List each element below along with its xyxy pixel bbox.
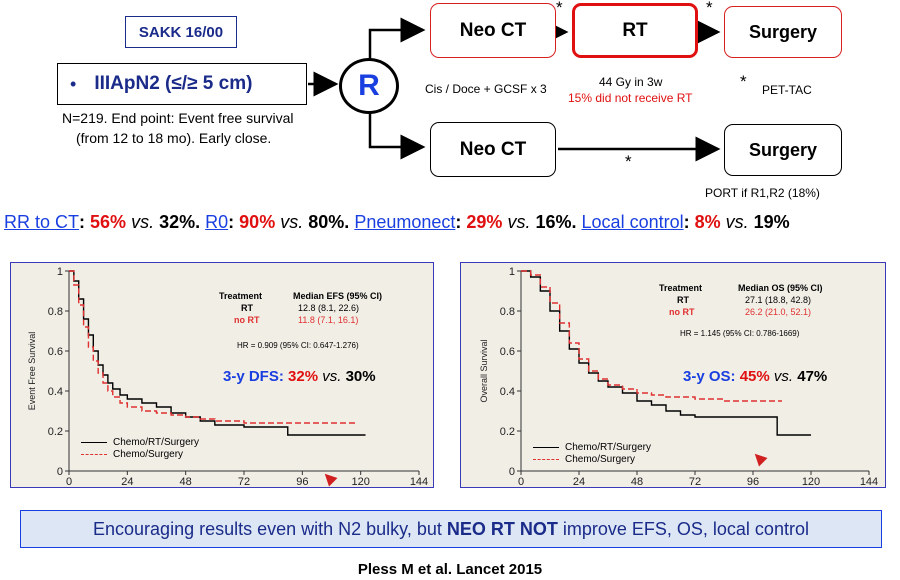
flow-arrows — [308, 17, 721, 162]
x-tick-label: 0 — [66, 476, 72, 487]
os-panel: 0 0.2 0.4 0.6 0.8 1 0 24 48 72 96 120 144 Overall Sur… — [460, 262, 886, 488]
efs-row-nort-value: 11.8 (7.1, 16.1) — [298, 315, 359, 325]
arm-a-surgery-box: Surgery — [724, 6, 842, 58]
efs-row-rt-label: RT — [241, 303, 253, 313]
os-legend: Chemo/RT/Surgery Chemo/Surgery — [533, 442, 651, 466]
arm-a-neo-ct-box: Neo CT — [430, 3, 556, 58]
asterisk-a2: * — [706, 0, 713, 17]
arm-b-neo-ct: Neo CT — [459, 138, 527, 160]
study-label: SAKK 16/00 — [138, 23, 224, 41]
efs-summary: 3-y DFS: 32% vs. 30% — [223, 368, 376, 385]
os-chart: 0 0.2 0.4 0.6 0.8 1 0 24 48 72 96 120 144 Overall Sur… — [479, 266, 878, 487]
km-curve-chemo-surgery — [521, 270, 782, 402]
os-row-rt-label: RT — [677, 295, 689, 305]
x-tick-label: 120 — [802, 476, 820, 487]
x-tick-label: 72 — [689, 476, 701, 487]
x-tick-label: 24 — [121, 476, 133, 487]
efs-table-head-median: Median EFS (95% CI) — [293, 291, 383, 301]
y-tick-label: 0.4 — [48, 386, 63, 398]
efs-legend-nort: Chemo/Surgery — [81, 449, 199, 461]
x-tick-label: 72 — [238, 476, 250, 487]
stratum-bullet: • — [70, 73, 77, 94]
results-line: RR to CT: 56% vs. 32%. R0: 90% vs. 80%. … — [4, 212, 790, 233]
os-hr: HR = 1.145 (95% CI: 0.786-1669) — [680, 329, 800, 338]
arm-b-port-note: PORT if R1,R2 (18%) — [705, 186, 820, 200]
citation: Pless M et al. Lancet 2015 — [357, 561, 543, 578]
y-tick-label: 1 — [57, 266, 63, 278]
efs-row-nort-label: no RT — [234, 315, 260, 325]
result-r0: R0: 90% vs. 80%. — [205, 212, 350, 232]
arm-a-surgery: Surgery — [748, 21, 818, 42]
efs-hr: HR = 0.909 (95% CI: 0.647-1.276) — [237, 341, 359, 350]
y-tick-label: 0.2 — [48, 426, 63, 438]
arrow-to-arm-b — [368, 110, 426, 160]
y-tick-label: 0 — [57, 466, 63, 478]
x-tick-label: 0 — [518, 476, 524, 487]
y-tick-label: 0 — [509, 466, 515, 478]
y-axis-label: Event Free Survival — [27, 332, 37, 411]
x-tick-label: 144 — [410, 476, 428, 487]
asterisk-b: * — [625, 152, 632, 171]
arm-a-rt: RT — [622, 19, 648, 41]
y-axis-label: Overall Survival — [479, 339, 489, 402]
os-table-head-median: Median OS (95% CI) — [738, 283, 823, 293]
randomize-symbol: R — [358, 69, 380, 102]
conclusion-box: Encouraging results even with N2 bulky, … — [20, 510, 882, 548]
arrow-to-arm-a — [368, 17, 426, 60]
randomize-circle: R — [339, 58, 399, 114]
y-tick-label: 1 — [509, 266, 515, 278]
x-tick-label: 96 — [747, 476, 759, 487]
efs-legend-rt: Chemo/RT/Surgery — [81, 437, 199, 449]
x-tick-label: 96 — [296, 476, 308, 487]
y-tick-label: 0.6 — [48, 346, 63, 358]
efs-legend: Chemo/RT/Surgery Chemo/Surgery — [81, 437, 199, 461]
y-tick-label: 0.8 — [48, 306, 63, 318]
y-tick-label: 0.2 — [500, 426, 515, 438]
os-row-nort-label: no RT — [669, 307, 695, 317]
os-summary: 3-y OS: 45% vs. 47% — [683, 368, 828, 385]
pet-note-text: PET-TAC — [762, 83, 812, 97]
asterisk-a1: * — [556, 0, 563, 17]
y-tick-label: 0.8 — [500, 306, 515, 318]
design-note-2: (from 12 to 18 mo). Early close. — [76, 130, 272, 146]
stratum-text: IIIApN2 (≤/≥ 5 cm) — [94, 73, 253, 94]
os-row-rt-value: 27.1 (18.8, 42.8) — [745, 295, 812, 305]
arm-a-neo-ct: Neo CT — [459, 19, 527, 41]
efs-panel: 0 0.2 0.4 0.6 0.8 1 0 24 48 72 96 120 144 Event Free … — [10, 262, 434, 488]
arm-a-rt-missing: 15% did not receive RT — [568, 91, 693, 105]
os-table-head-treatment: Treatment — [659, 283, 703, 293]
os-legend-nort: Chemo/Surgery — [533, 454, 651, 466]
y-tick-label: 0.4 — [500, 386, 515, 398]
efs-row-rt-value: 12.8 (8.1, 22.6) — [298, 303, 360, 313]
conclusion-text: Encouraging results even with N2 bulky, … — [93, 518, 809, 539]
km-curve-chemo-rt-surgery — [69, 270, 366, 436]
arm-b-neo-ct-box: Neo CT — [430, 122, 556, 177]
result-local-control: Local control: 8% vs. 19% — [581, 212, 790, 232]
os-row-nort-value: 26.2 (21.0, 52.1) — [745, 307, 812, 317]
arm-b-surgery-box: Surgery — [724, 124, 842, 176]
x-tick-label: 48 — [180, 476, 192, 487]
design-note-1: N=219. End point: Event free survival — [62, 110, 294, 126]
os-legend-rt: Chemo/RT/Surgery — [533, 442, 651, 454]
pet-note-mark: * — [740, 72, 747, 91]
result-rr: RR to CT: 56% vs. 32%. — [4, 212, 201, 232]
x-tick-label: 24 — [573, 476, 585, 487]
x-tick-label: 144 — [860, 476, 878, 487]
arm-a-regimen: Cis / Doce + GCSF x 3 — [425, 82, 547, 96]
arm-a-rt-box: RT — [572, 3, 698, 58]
efs-chart: 0 0.2 0.4 0.6 0.8 1 0 24 48 72 96 120 144 Event Free … — [27, 266, 428, 487]
x-tick-label: 48 — [631, 476, 643, 487]
y-tick-label: 0.6 — [500, 346, 515, 358]
arm-a-rt-dose: 44 Gy in 3w — [599, 75, 663, 89]
efs-table-head-treatment: Treatment — [219, 291, 263, 301]
arm-b-surgery: Surgery — [748, 139, 818, 160]
result-pneumonect: Pneumonect: 29% vs. 16%. — [354, 212, 577, 232]
km-curve-chemo-surgery — [69, 270, 356, 424]
study-label-box: SAKK 16/00 — [125, 16, 237, 48]
stratum-box: • IIIApN2 (≤/≥ 5 cm) — [57, 63, 307, 105]
x-tick-label: 120 — [351, 476, 369, 487]
